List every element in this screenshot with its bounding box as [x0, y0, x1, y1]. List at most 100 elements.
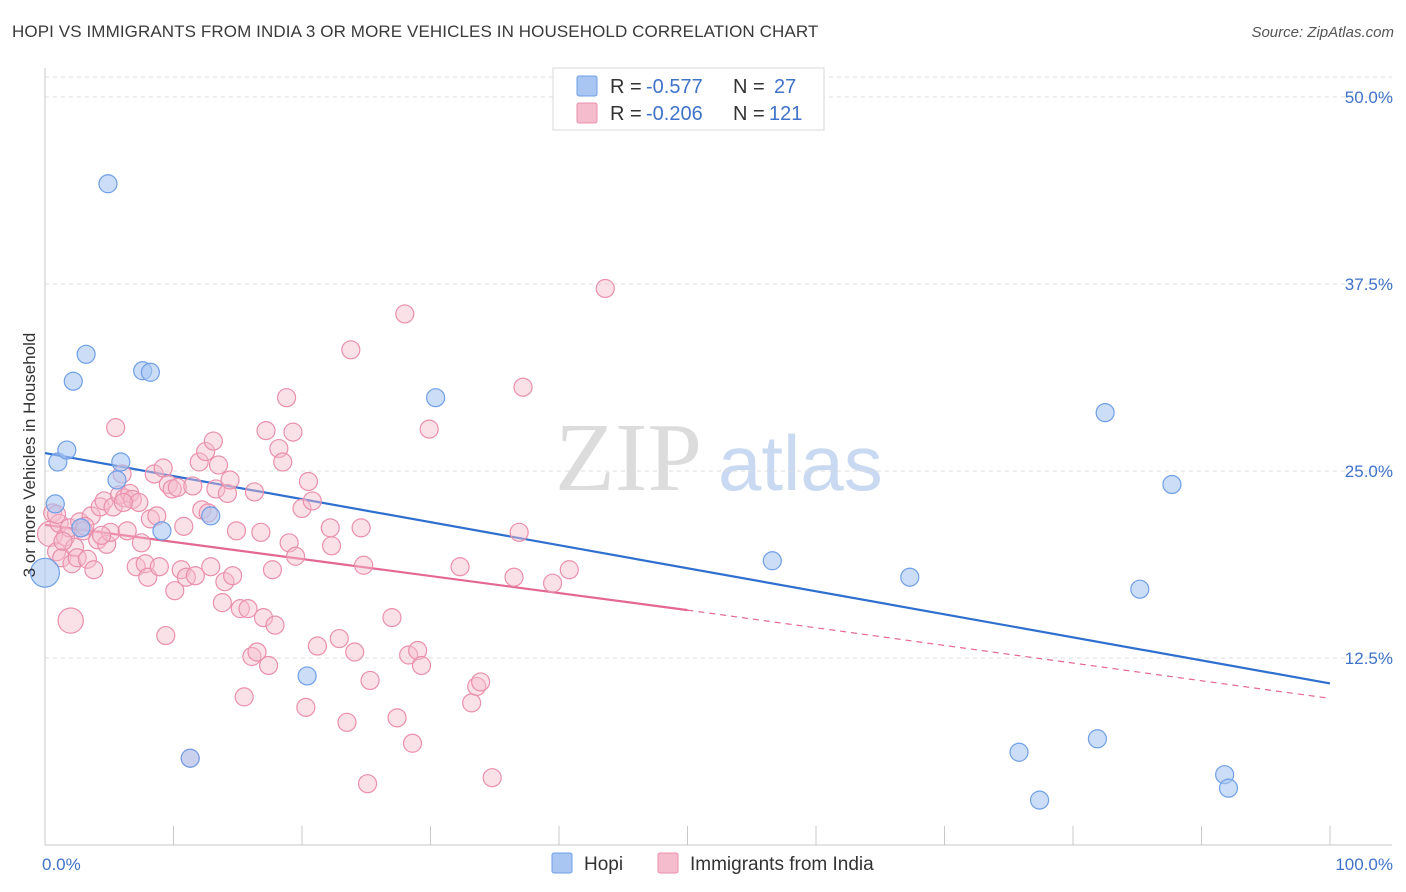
hopi-point — [1130, 579, 1150, 599]
legend-bottom: Hopi Immigrants from India — [551, 852, 874, 875]
india-point — [201, 557, 221, 577]
hopi-point — [45, 494, 65, 514]
y-tick-label: 25.0% — [1345, 462, 1393, 481]
hopi-point — [1009, 742, 1029, 762]
india-point — [223, 566, 243, 586]
india-point — [206, 479, 226, 499]
india-point — [411, 655, 432, 676]
hopi-point — [180, 748, 200, 768]
hopi-point — [1087, 729, 1108, 749]
watermark-atlas: atlas — [718, 419, 883, 507]
x-tick-label: 0.0% — [42, 855, 81, 874]
axes: 12.5% 25.0% 37.5% 50.0% 0.0% 100.0% — [42, 68, 1393, 874]
hopi-point — [201, 506, 221, 526]
hopi-point — [71, 518, 91, 538]
y-tick-label: 50.0% — [1345, 88, 1393, 107]
legend-hopi-r-label: R = — [610, 76, 642, 98]
legend-india-n-label: N = — [733, 103, 765, 125]
india-point — [408, 640, 428, 661]
india-point — [337, 712, 357, 732]
hopi-point — [762, 551, 782, 571]
hopi-point — [107, 470, 127, 490]
india-point — [258, 655, 279, 676]
india-point — [215, 572, 235, 592]
india-point — [46, 542, 67, 562]
india-point — [307, 636, 328, 656]
india-point — [399, 645, 419, 665]
hopi-point — [152, 521, 172, 541]
india-point — [183, 476, 203, 496]
india-point — [360, 670, 380, 691]
source-label: Source: ZipAtlas.com — [1251, 24, 1394, 41]
india-point — [482, 768, 502, 788]
india-point — [208, 455, 229, 475]
legend-india-r-value: -0.206 — [646, 103, 703, 125]
india-point — [149, 557, 169, 577]
india-point — [131, 533, 151, 553]
india-point — [419, 419, 439, 439]
india-point — [559, 560, 579, 580]
india-point — [329, 628, 349, 649]
india-point — [174, 516, 194, 536]
india-point — [387, 708, 407, 728]
legend-hopi-n-value: 27 — [774, 76, 796, 98]
data-points — [30, 174, 1239, 810]
india-point — [302, 491, 322, 511]
india-point — [212, 593, 232, 613]
hopi-point — [1095, 403, 1115, 423]
india-point — [357, 774, 378, 794]
india-point — [156, 625, 176, 646]
india-point — [504, 567, 524, 587]
india-point — [117, 521, 137, 541]
india-point — [220, 470, 240, 490]
legend-hopi-swatch — [576, 75, 598, 97]
hopi-point — [140, 362, 160, 382]
legend-india-r-label: R = — [610, 103, 642, 125]
hopi-point — [57, 440, 77, 460]
india-point — [285, 546, 306, 566]
india-point — [67, 548, 87, 568]
india-point — [395, 304, 415, 324]
india-point — [238, 599, 258, 619]
india-point — [129, 492, 149, 513]
india-point — [402, 733, 423, 753]
india-point — [341, 340, 361, 360]
hopi-point — [30, 557, 60, 588]
india-point — [230, 599, 250, 619]
india-point — [345, 642, 365, 662]
hopi-point — [900, 567, 920, 587]
india-point — [276, 388, 297, 408]
legend-top: R = -0.577 N = 27 R = -0.206 N = 121 — [552, 67, 825, 131]
india-point — [84, 560, 104, 580]
india-point — [321, 536, 342, 556]
india-point — [247, 642, 267, 662]
legend-bottom-india-label: Immigrants from India — [690, 854, 874, 875]
india-point — [273, 452, 293, 472]
hopi-point — [1218, 778, 1239, 798]
hopi-point — [426, 388, 446, 408]
india-point — [57, 607, 84, 634]
india-point — [226, 521, 247, 541]
india-point — [234, 687, 254, 707]
india-point — [351, 518, 371, 538]
legend-india-swatch — [576, 102, 598, 124]
legend-top-box — [552, 67, 825, 131]
hopi-point — [76, 344, 96, 364]
india-point — [320, 518, 340, 538]
india-point — [595, 278, 615, 299]
india-point — [52, 548, 72, 568]
india-point — [251, 522, 271, 542]
watermark-zip: ZIP — [555, 404, 702, 512]
india-point — [450, 557, 470, 577]
india-point — [106, 418, 126, 438]
hopi-point — [297, 666, 317, 686]
india-point — [471, 672, 491, 692]
india-trend-line — [44, 523, 688, 612]
india-point — [509, 522, 529, 542]
india-point — [513, 377, 533, 397]
watermark: ZIP atlas — [555, 404, 883, 512]
hopi-trend-line — [44, 451, 1331, 685]
india-point — [265, 615, 285, 635]
india-point — [113, 492, 133, 513]
